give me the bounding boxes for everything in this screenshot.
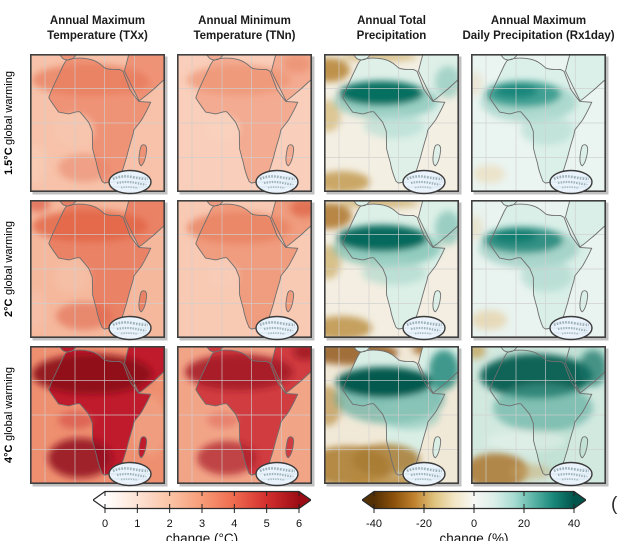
map-panel-pr-1p5c	[324, 54, 459, 195]
row-label-4c-bold: 4°C	[3, 444, 15, 463]
map-panel-txx-4c	[30, 346, 165, 487]
column-header-tnn: Annual Minimum Temperature (TNn)	[177, 0, 312, 46]
globe-inset-icon	[254, 315, 300, 341]
column-header-txx-line1: Annual Maximum	[49, 15, 146, 28]
row-label-2c-warming: 2°C global warming	[0, 200, 18, 338]
cropped-parenthesis-text: (	[611, 494, 618, 515]
globe-inset-icon	[401, 461, 447, 487]
column-header-rx1day-line1: Annual Maximum	[490, 15, 587, 28]
map-tnn-1p5c	[177, 54, 312, 195]
globe-inset-icon	[107, 315, 153, 341]
map-panel-txx-2c	[30, 200, 165, 341]
colorbar-tick-label: 5	[263, 518, 270, 530]
figure-grid: Annual Maximum Temperature (TXx) Annual …	[0, 0, 615, 487]
temperature-colorbar: 0 1 2 3 4 5 6 change (°C)	[91, 489, 313, 541]
globe-inset-icon	[548, 461, 594, 487]
precipitation-colorbar-label: change (%)	[439, 531, 509, 541]
colorbar-tick-label: -40	[366, 518, 382, 530]
colorbar-tick-label: 3	[198, 518, 206, 530]
cbar-temp-scale	[91, 490, 313, 513]
row-label-1p5c-bold: 1.5°C	[3, 147, 15, 176]
map-pr-1p5c	[324, 54, 459, 195]
column-header-precip-line1: Annual Total	[357, 15, 426, 28]
map-txx-2c	[30, 200, 165, 341]
colorbar-tick-label: 4	[231, 518, 238, 530]
colorbar-tick-label: 0	[470, 518, 478, 530]
globe-inset-icon	[254, 461, 300, 487]
globe-inset-icon	[548, 169, 594, 195]
map-txx-4c	[30, 346, 165, 487]
map-panel-pr-4c	[324, 346, 459, 487]
map-pr-4c	[324, 346, 459, 487]
column-header-rx1day: Annual Maximum Daily Precipitation (Rx1d…	[462, 0, 614, 46]
colorbar-tick-label: 0	[101, 518, 109, 530]
map-panel-tnn-2c	[177, 200, 312, 341]
colorbar-tick-label: -20	[416, 518, 432, 530]
map-rx1day-4c	[471, 346, 606, 487]
cbar-precip-scale	[360, 490, 588, 513]
column-header-tnn-line1: Annual Minimum	[198, 15, 291, 28]
map-txx-1p5c	[30, 54, 165, 195]
row-label-1p5c-rest: global warming	[3, 70, 15, 145]
map-panel-txx-1p5c	[30, 54, 165, 195]
map-rx1day-2c	[471, 200, 606, 341]
globe-inset-icon	[107, 461, 153, 487]
map-rx1day-1p5c	[471, 54, 606, 195]
column-header-precip-line2: Precipitation	[356, 29, 427, 42]
map-panel-pr-2c	[324, 200, 459, 341]
colorbar-tick-label: 20	[517, 518, 531, 530]
colorbar-tick-label: 6	[295, 518, 303, 530]
column-header-rx1day-line2: Daily Precipitation (Rx1day)	[462, 29, 615, 42]
colorbar-tick-label: 1	[134, 518, 141, 530]
column-header-txx-line2: Temperature (TXx)	[47, 29, 148, 42]
row-label-2c-bold: 2°C	[3, 298, 15, 317]
map-pr-2c	[324, 200, 459, 341]
map-tnn-2c	[177, 200, 312, 341]
globe-inset-icon	[254, 169, 300, 195]
globe-inset-icon	[107, 169, 153, 195]
precipitation-colorbar: -40 -20 0 20 40 change (%)	[360, 489, 588, 541]
precipitation-colorbar-ticks: -40 -20 0 20 40	[362, 518, 586, 531]
globe-inset-icon	[548, 315, 594, 341]
map-panel-rx1day-2c	[471, 200, 606, 341]
row-label-4c-rest: global warming	[3, 367, 15, 442]
map-panel-tnn-4c	[177, 346, 312, 487]
temperature-colorbar-label: change (°C)	[165, 531, 239, 541]
temperature-colorbar-ticks: 0 1 2 3 4 5 6	[93, 518, 311, 531]
row-label-2c-rest: global warming	[3, 221, 15, 296]
colorbar-tick-label: 2	[166, 518, 173, 530]
map-panel-rx1day-1p5c	[471, 54, 606, 195]
map-panel-rx1day-4c	[471, 346, 606, 487]
colorbar-tick-label: 40	[567, 518, 581, 530]
column-header-precip: Annual Total Precipitation	[324, 0, 459, 46]
map-tnn-4c	[177, 346, 312, 487]
globe-inset-icon	[401, 169, 447, 195]
column-header-txx: Annual Maximum Temperature (TXx)	[30, 0, 165, 46]
globe-inset-icon	[401, 315, 447, 341]
column-header-tnn-line2: Temperature (TNn)	[193, 29, 296, 42]
map-panel-tnn-1p5c	[177, 54, 312, 195]
row-label-4c-warming: 4°C global warming	[0, 346, 18, 484]
row-label-1p5c-warming: 1.5°C global warming	[0, 54, 18, 192]
